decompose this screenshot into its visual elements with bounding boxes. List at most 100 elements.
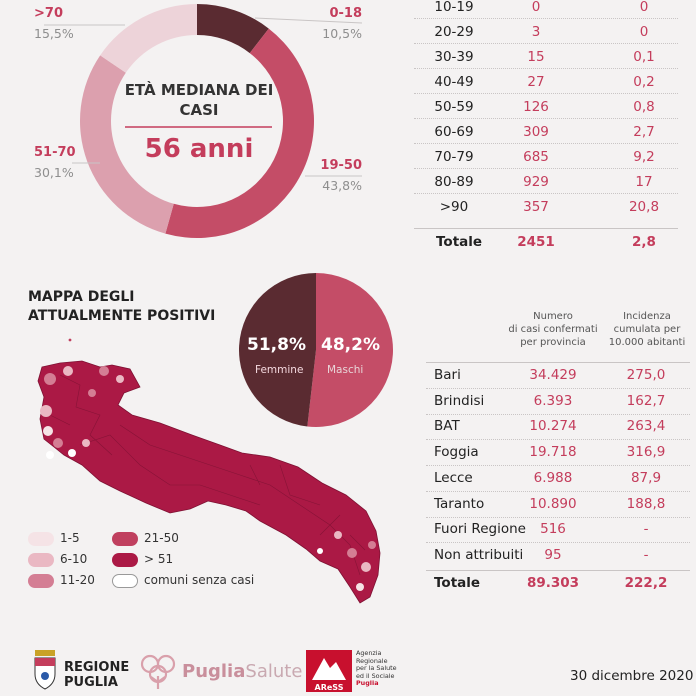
province-total-label: Totale <box>434 574 481 591</box>
province-table-top-divider <box>426 362 690 363</box>
age-rate-cell: 2,7 <box>633 124 655 140</box>
province-table-row: Foggia 19.718 316,9 <box>426 441 690 465</box>
map-legend: 1-5 6-10 11-20 21-50 > 51 comuni senza c… <box>28 530 268 594</box>
salute-word: Salute <box>245 661 303 682</box>
age-range-cell: 70-79 <box>434 149 474 165</box>
legend-swatch-no-cases <box>112 574 138 588</box>
report-date: 30 dicembre 2020 <box>570 668 694 684</box>
age-row-divider <box>414 93 678 94</box>
province-total-rate: 222,2 <box>624 574 668 591</box>
female-label: Femmine <box>255 364 304 376</box>
province-table-row: Bari 34.429 275,0 <box>426 364 690 388</box>
map-title-line2: ATTUALMENTE POSITIVI <box>28 308 216 324</box>
male-label: Maschi <box>327 364 364 376</box>
province-name-cell: Bari <box>434 367 461 383</box>
age-rate-cell: 0,8 <box>633 99 655 115</box>
province-cases-cell: 6.988 <box>533 469 573 486</box>
age-row-divider <box>414 18 678 19</box>
province-rate-cell: - <box>643 521 649 538</box>
province-table-row: Non attribuiti 95 - <box>426 544 690 568</box>
slice-label-70plus: >70 <box>34 6 63 21</box>
age-cases-cell: 15 <box>527 49 545 65</box>
age-slice-19-50 <box>165 28 315 238</box>
province-table-row: Fuori Regione 516 - <box>426 518 690 542</box>
province-name-cell: Fuori Regione <box>434 521 526 538</box>
map-municipal-borders <box>49 374 366 576</box>
slice-pct-70plus: 15,5% <box>34 26 74 41</box>
age-cases-cell: 0 <box>531 0 541 15</box>
regione-puglia-crest-icon <box>34 650 56 690</box>
age-total-label: Totale <box>436 234 483 250</box>
province-cases-cell: 10.890 <box>529 495 577 512</box>
age-cases-cell: 126 <box>523 99 549 115</box>
province-cases-cell: 34.429 <box>529 367 577 383</box>
gender-slice-maschi <box>239 273 316 427</box>
puglia-word: Puglia <box>182 661 246 682</box>
map-title: MAPPA DEGLI ATTUALMENTE POSITIVI <box>28 288 215 326</box>
province-cases-cell: 95 <box>544 546 562 563</box>
age-range-cell: 10-19 <box>434 0 474 15</box>
legend-label-51plus: > 51 <box>144 552 174 566</box>
province-row-divider <box>426 413 690 415</box>
regione-line2: PUGLIA <box>64 675 118 690</box>
age-table-row: 10-19 0 0 <box>414 0 678 20</box>
male-pct: 48,2% <box>321 335 380 355</box>
aress-line3: per la Salute <box>356 664 397 673</box>
age-table-total-row: Totale 2451 2,8 <box>414 231 678 255</box>
province-rate-cell: 188,8 <box>626 495 666 512</box>
age-range-cell: 40-49 <box>434 74 474 90</box>
province-table-row: Taranto 10.890 188,8 <box>426 493 690 517</box>
province-row-divider <box>426 388 690 389</box>
slice-pct-51-70: 30,1% <box>34 165 74 180</box>
gender-slice-femmine <box>307 273 394 427</box>
age-rate-cell: 0,2 <box>633 74 655 90</box>
age-row-divider <box>414 43 678 44</box>
age-rate-cell: 0,1 <box>633 49 655 65</box>
province-row-divider <box>426 439 690 441</box>
female-pct: 51,8% <box>247 335 306 355</box>
aress-logo-icon: AReSS <box>306 650 352 692</box>
province-name-cell: Taranto <box>434 495 485 512</box>
tremiti-islands <box>68 338 72 342</box>
age-table-row: >90 357 20,8 <box>414 196 678 220</box>
age-table-total-divider <box>414 228 678 229</box>
map-region-shape <box>37 360 381 604</box>
age-cases-cell: 357 <box>523 199 549 215</box>
age-slice-0-18 <box>197 4 269 54</box>
legend-swatch-51plus <box>112 553 138 567</box>
aress-line2: Regionale <box>356 656 388 665</box>
province-row-divider <box>426 465 690 467</box>
age-rate-cell: 9,2 <box>633 149 655 165</box>
age-row-divider <box>414 68 678 69</box>
province-name-cell: Foggia <box>434 444 479 461</box>
province-cases-cell: 10.274 <box>529 418 577 435</box>
province-cases-cell: 6.393 <box>533 392 573 409</box>
legend-label-6-10: 6-10 <box>60 552 88 566</box>
puglia-salute-logo: PugliaSalute <box>182 661 302 682</box>
aress-line5: Puglia <box>356 679 379 688</box>
age-rate-cell: 0 <box>639 24 649 40</box>
age-table-row: 60-69 309 2,7 <box>414 121 678 145</box>
province-table-total-row: Totale 89.303 222,2 <box>426 572 690 596</box>
province-table-row: Lecce 6.988 87,9 <box>426 467 690 491</box>
province-table: Bari 34.429 275,0 Brindisi 6.393 162,7 BAT 10.2… <box>426 362 690 592</box>
age-cases-cell: 929 <box>523 174 549 190</box>
age-rate-cell: 0 <box>639 0 649 15</box>
province-row-divider <box>426 516 690 518</box>
regione-line1: REGIONE <box>64 660 130 675</box>
age-range-cell: 60-69 <box>434 124 474 140</box>
age-range-cell: >90 <box>439 199 469 215</box>
slice-pct-19-50: 43,8% <box>322 178 362 193</box>
province-total-cases: 89.303 <box>526 574 580 591</box>
leader-line-0-18 <box>254 17 363 24</box>
province-name-cell: BAT <box>434 418 460 435</box>
slice-label-19-50: 19-50 <box>320 158 362 173</box>
age-cases-cell: 309 <box>523 124 549 140</box>
province-rate-cell: 275,0 <box>626 367 666 383</box>
legend-swatch-11-20 <box>28 574 54 588</box>
age-table-row: 80-89 929 17 <box>414 171 678 195</box>
province-cases-cell: 19.718 <box>529 444 577 461</box>
puglia-salute-tree-icon <box>140 654 176 689</box>
province-cases-cell: 516 <box>540 521 566 538</box>
province-rate-cell: 316,9 <box>626 444 666 461</box>
